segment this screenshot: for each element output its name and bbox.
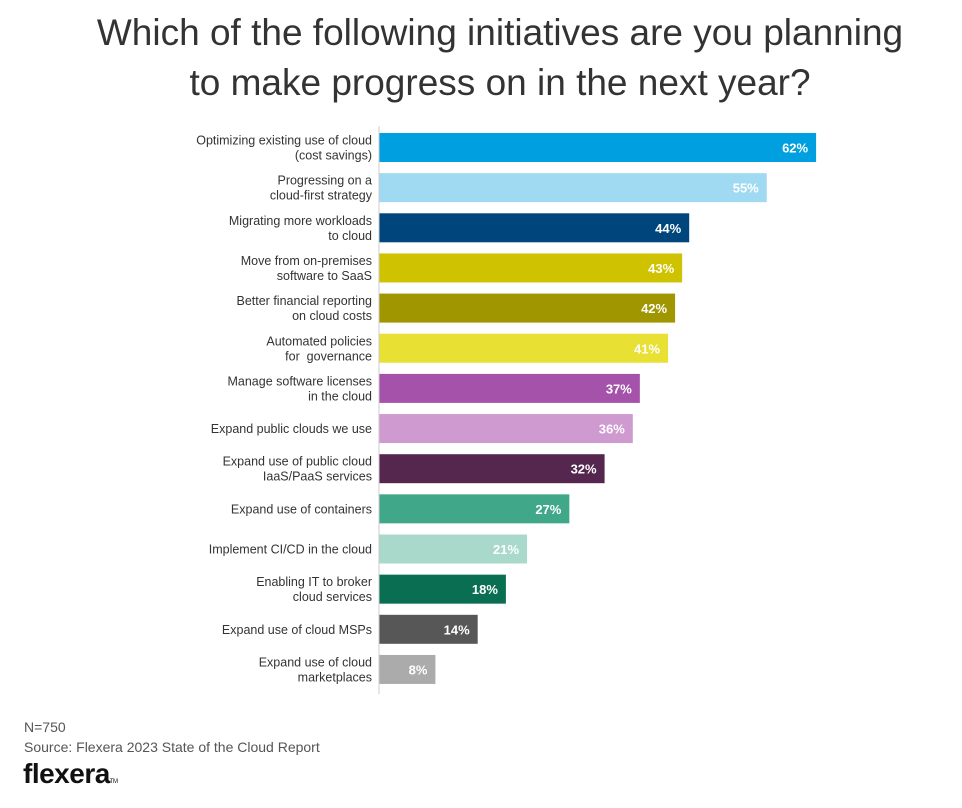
category-label-13-line-1: Expand use of cloud MSPs: [222, 623, 372, 637]
bar-5: [379, 293, 676, 323]
category-label-7-line-2: in the cloud: [308, 389, 372, 403]
category-label-3: Migrating more workloads to cloud: [229, 214, 372, 243]
category-label-8: Expand public clouds we use: [211, 422, 372, 436]
category-label-9-line-2: IaaS/PaaS services: [263, 470, 372, 484]
category-label-14-line-1: Expand use of cloud: [259, 655, 372, 669]
category-label-1: Optimizing existing use of cloud (cost sa…: [196, 134, 372, 163]
category-label-10: Expand use of containers: [231, 502, 372, 516]
category-label-7: Manage software licenses in the cloud: [227, 374, 372, 403]
category-label-2: Progressing on a cloud-first strategy: [270, 174, 373, 203]
category-label-14-line-2: marketplaces: [298, 670, 372, 684]
category-label-3-line-2: to cloud: [328, 229, 372, 243]
value-label-4: 43%: [648, 261, 674, 276]
value-label-10: 27%: [535, 502, 561, 517]
value-labels: 62% 55% 44% 43% 42% 41% 37% 36% 32% 27% 21% 18% 14% 8…: [409, 141, 809, 678]
bar-3: [379, 213, 690, 243]
category-label-5-line-2: on cloud costs: [292, 309, 372, 323]
chart-title-line-1: Which of the following initiatives are y…: [96, 12, 904, 53]
logo-text: flexera: [23, 758, 110, 789]
category-label-6-line-2: for governance: [285, 349, 372, 363]
bar-7: [379, 373, 640, 403]
category-label-11: Implement CI/CD in the cloud: [209, 543, 372, 557]
bar-chart: Optimizing existing use of cloud (cost sa…: [196, 126, 817, 694]
category-label-5: Better financial reporting on cloud costs: [237, 294, 373, 323]
chart-title: Which of the following initiatives are y…: [40, 8, 960, 108]
category-label-6-line-1: Automated policies: [266, 334, 372, 348]
sample-size-note: N=750: [24, 719, 66, 735]
bar-4: [379, 253, 683, 283]
value-label-13: 14%: [444, 622, 470, 637]
category-label-3-line-1: Migrating more workloads: [229, 214, 372, 228]
category-label-4-line-2: software to SaaS: [277, 269, 372, 283]
category-label-2-line-1: Progressing on a: [277, 174, 372, 188]
bar-6: [379, 333, 669, 363]
source-note: Source: Flexera 2023 State of the Cloud …: [24, 739, 320, 755]
value-label-1: 62%: [782, 141, 808, 156]
category-label-1-line-1: Optimizing existing use of cloud: [196, 134, 372, 148]
bar-14: [379, 654, 436, 684]
category-label-13: Expand use of cloud MSPs: [222, 623, 372, 637]
category-label-9: Expand use of public cloud IaaS/PaaS serv…: [223, 455, 372, 484]
category-label-7-line-1: Manage software licenses: [227, 374, 372, 388]
bars: [379, 133, 817, 684]
value-label-2: 55%: [733, 181, 759, 196]
bar-8: [379, 414, 633, 444]
bar-13: [379, 614, 478, 644]
category-labels: Optimizing existing use of cloud (cost sa…: [196, 134, 373, 685]
value-label-12: 18%: [472, 582, 498, 597]
bar-10: [379, 494, 570, 524]
logo-trademark: TM: [109, 779, 118, 785]
value-label-7: 37%: [606, 381, 632, 396]
category-label-12-line-2: cloud services: [293, 590, 372, 604]
value-label-14: 8%: [409, 662, 428, 677]
value-label-6: 41%: [634, 341, 660, 356]
chart-title-line-2: to make progress on in the next year?: [189, 62, 811, 103]
bar-11: [379, 534, 528, 564]
bar-2: [379, 173, 767, 203]
value-label-9: 32%: [571, 462, 597, 477]
category-label-8-line-1: Expand public clouds we use: [211, 422, 372, 436]
bar-9: [379, 454, 605, 484]
category-label-4: Move from on-premises software to SaaS: [241, 254, 372, 283]
category-label-2-line-2: cloud-first strategy: [270, 189, 373, 203]
category-label-1-line-2: (cost savings): [295, 149, 372, 163]
value-label-11: 21%: [493, 542, 519, 557]
category-label-5-line-1: Better financial reporting: [237, 294, 373, 308]
category-label-10-line-1: Expand use of containers: [231, 502, 372, 516]
category-label-12: Enabling IT to broker cloud services: [256, 575, 372, 604]
bar-1: [379, 133, 817, 162]
value-label-5: 42%: [641, 301, 667, 316]
bar-12: [379, 574, 506, 604]
category-label-4-line-1: Move from on-premises: [241, 254, 372, 268]
value-label-8: 36%: [599, 422, 625, 437]
category-label-6: Automated policies for governance: [266, 334, 372, 363]
value-label-3: 44%: [655, 221, 681, 236]
category-label-11-line-1: Implement CI/CD in the cloud: [209, 543, 372, 557]
category-label-14: Expand use of cloud marketplaces: [259, 655, 372, 684]
category-label-12-line-1: Enabling IT to broker: [256, 575, 372, 589]
flexera-logo: flexeraTM: [23, 758, 118, 790]
category-label-9-line-1: Expand use of public cloud: [223, 455, 372, 469]
